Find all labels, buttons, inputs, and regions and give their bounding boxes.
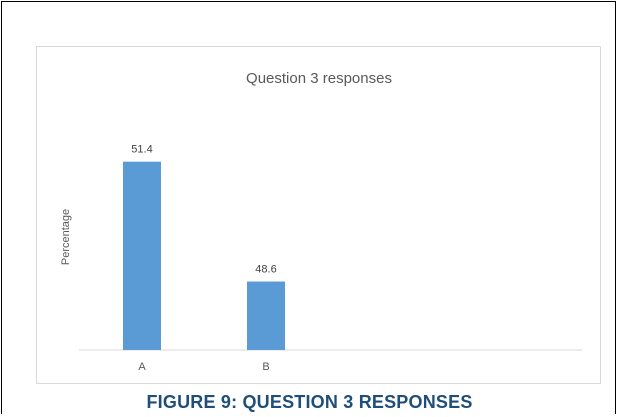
- data-label-a: 51.4: [131, 144, 152, 156]
- chart-area: Question 3 responses Percentage 51.4 A 48.…: [36, 46, 601, 384]
- bar-chart: Question 3 responses Percentage 51.4 A 48.…: [60, 70, 582, 373]
- bars-group: 51.4 A 48.6 B: [123, 144, 285, 373]
- bar-a: [123, 161, 161, 350]
- x-tick-label-b: B: [262, 361, 269, 373]
- caption-text: FIGURE 9: QUESTION 3 RESPONSES: [146, 392, 473, 412]
- bar-b: [247, 281, 285, 350]
- x-tick-label-a: A: [138, 361, 146, 373]
- figure-caption: FIGURE 9: QUESTION 3 RESPONSES: [0, 390, 619, 414]
- chart-title: Question 3 responses: [246, 70, 392, 87]
- y-axis-label: Percentage: [60, 209, 72, 265]
- data-label-b: 48.6: [255, 264, 276, 276]
